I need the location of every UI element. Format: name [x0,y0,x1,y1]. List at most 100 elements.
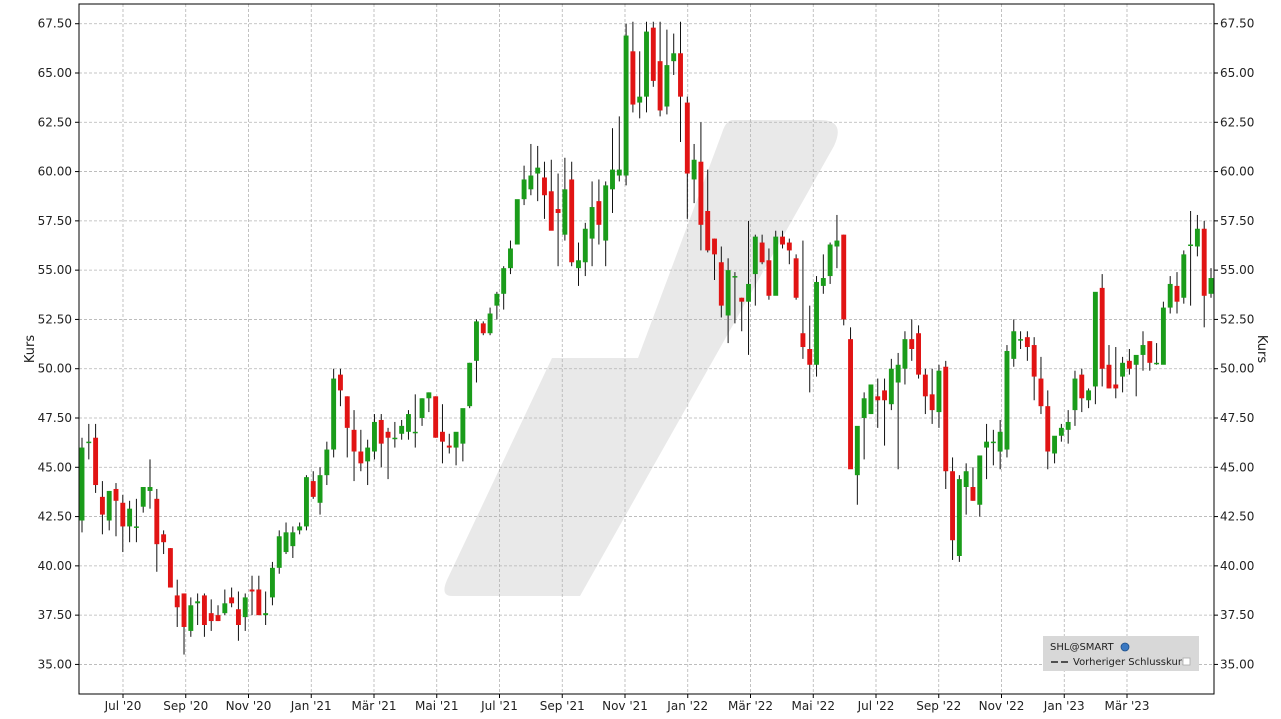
y-axis-title-right: Kurs [1254,335,1269,363]
legend: SHL@SMART Vorheriger Schlusskurs [1043,636,1199,671]
legend-entry-label: Vorheriger Schlusskurs [1073,657,1187,668]
candle-body [820,278,826,286]
candle-body [174,595,180,608]
candle-body [854,425,860,476]
y-tick-label-right: 67.50 [1220,17,1254,31]
candle-body [562,189,568,235]
candle-body [997,431,1003,452]
grid-lines [79,4,1214,694]
candle-body [127,508,133,527]
candle-body [1045,406,1051,452]
candle-body [120,502,126,527]
y-tick-label-left: 60.00 [38,165,72,179]
candle-body [984,441,990,448]
candle-body [93,437,99,486]
candle-body [596,201,602,225]
candle-body [521,179,527,200]
y-tick-label-right: 35.00 [1220,657,1254,671]
plot-frame [78,3,1215,695]
y-tick-label-right: 42.50 [1220,510,1254,524]
legend-symbol: SHL@SMART [1050,642,1114,653]
y-axis-left: 35.00 37.50 40.00 42.50 45.00 47.50 50.00 52.50… [38,17,79,671]
candle-body [569,179,575,263]
candle-body [514,199,520,245]
x-tick-label: Jan '22 [666,699,708,713]
candle-body [922,374,928,397]
candle-body [242,597,248,618]
candle-body [746,283,751,302]
candle-body [249,589,255,592]
candle-body [718,262,724,306]
y-tick-label-right: 37.50 [1220,608,1254,622]
x-tick-label: Nov '21 [602,699,648,713]
candle-body [99,496,105,515]
candle-body [222,603,228,614]
candle-body [508,248,513,269]
candle-body [623,35,629,176]
candle-body [902,339,908,369]
candle-body [419,398,425,418]
candle-body [1154,362,1160,365]
legend-checkbox[interactable] [1182,657,1191,666]
candle-body [412,431,418,434]
candle-body [446,445,452,448]
x-tick-label: Sep '21 [540,699,585,713]
candle-body [263,613,269,616]
y-tick-label-left: 42.50 [38,510,72,524]
x-tick-label: Mai '21 [415,699,458,713]
y-axis-right: 35.00 37.50 40.00 42.50 45.00 47.50 50.00 52.50… [1214,17,1254,671]
candle-body [814,281,819,365]
candle-body [303,477,309,527]
candle-body [1160,307,1166,365]
candle-body [616,169,622,176]
y-tick-label-right: 40.00 [1220,559,1254,573]
candle-body [501,268,507,294]
candle-body [317,475,323,503]
candle-body [589,207,595,239]
candle-body [181,593,187,627]
x-tick-label: Mär '22 [728,699,773,713]
candle-body [399,425,405,434]
candle-body [1167,283,1173,308]
x-tick-label: Sep '20 [163,699,208,713]
candle-body [378,419,384,444]
candle-body [467,362,473,407]
y-tick-label-right: 65.00 [1220,66,1254,80]
candle-body [426,392,432,399]
candle-body [888,368,894,405]
y-tick-label-left: 62.50 [38,115,72,129]
candle-body [440,431,445,442]
y-tick-label-right: 52.50 [1220,312,1254,326]
candle-body [603,185,609,241]
x-axis: Jul '20 Sep '20 Nov '20 Jan '21 Mär '21 Mai '… [104,694,1150,713]
y-tick-label-right: 47.50 [1220,411,1254,425]
y-tick-label-left: 40.00 [38,559,72,573]
candle-body [698,161,704,225]
y-tick-label-left: 52.50 [38,312,72,326]
candle-body [392,437,398,440]
candles [79,21,1214,655]
y-tick-label-left: 65.00 [38,66,72,80]
candle-body [644,31,649,97]
candle-body [406,414,411,432]
candle-body [929,394,935,411]
x-tick-label: Mär '23 [1104,699,1149,713]
candle-body [453,431,459,448]
candle-body [535,167,541,174]
candle-body [474,321,479,361]
candle-body [610,169,615,190]
candle-body [1140,345,1146,355]
candle-body [943,366,949,472]
y-tick-label-left: 35.00 [38,657,72,671]
candle-body [1004,350,1010,450]
y-tick-label-right: 45.00 [1220,460,1254,474]
candle-body [1188,244,1194,247]
candle-body [956,479,962,556]
candle-body [875,396,881,401]
candle-body [1181,254,1187,298]
x-tick-label: Nov '20 [226,699,272,713]
candle-body [297,526,303,531]
y-tick-label-left: 37.50 [38,608,72,622]
candle-body [1201,228,1207,296]
